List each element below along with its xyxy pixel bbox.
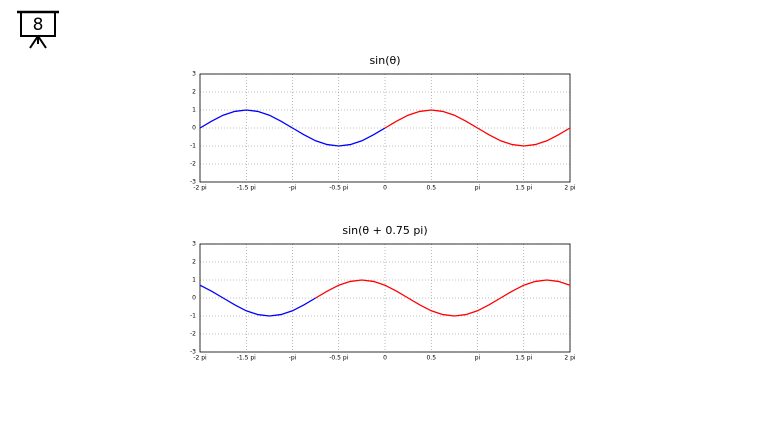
y-tick-label: 2 [192, 89, 196, 96]
y-tick-label: -3 [190, 179, 196, 186]
y-tick-label: 3 [192, 71, 196, 78]
y-tick-label: -1 [190, 313, 196, 320]
y-tick-label: 1 [192, 277, 196, 284]
line-series [384, 109, 571, 147]
slide-number-icon [17, 10, 59, 49]
x-tick-label: 2 pi [564, 185, 576, 192]
x-tick-label: pi [475, 185, 481, 192]
x-tick-label: -2 pi [193, 185, 207, 192]
x-tick-label: -2 pi [193, 355, 207, 362]
line-series [315, 279, 571, 317]
y-tick-label: -2 [190, 161, 196, 168]
x-tick-label: 1.5 pi [515, 355, 532, 362]
y-tick-label: -2 [190, 331, 196, 338]
x-tick-label: -1.5 pi [237, 355, 256, 362]
slide-number: 8 [33, 15, 44, 35]
y-tick-label: 0 [192, 295, 196, 302]
y-tick-label: 2 [192, 259, 196, 266]
x-tick-label: -0.5 pi [329, 185, 348, 192]
x-tick-label: -pi [289, 355, 297, 362]
x-tick-label: 0.5 [426, 185, 436, 192]
line-series [199, 109, 386, 147]
x-tick-label: pi [475, 355, 481, 362]
x-tick-label: 0.5 [426, 355, 436, 362]
y-tick-label: -1 [190, 143, 196, 150]
y-tick-label: -3 [190, 349, 196, 356]
x-tick-label: -pi [289, 185, 297, 192]
y-tick-label: 3 [192, 241, 196, 248]
chart-title: sin(θ + 0.75 pi) [342, 224, 427, 237]
x-tick-label: -0.5 pi [329, 355, 348, 362]
chart-title: sin(θ) [369, 54, 400, 67]
y-tick-label: 0 [192, 125, 196, 132]
x-tick-label: 1.5 pi [515, 185, 532, 192]
x-tick-label: 2 pi [564, 355, 576, 362]
y-tick-label: 1 [192, 107, 196, 114]
plot-frame [199, 243, 571, 353]
line-series [199, 284, 316, 317]
x-tick-label: 0 [383, 185, 387, 192]
x-tick-label: 0 [383, 355, 387, 362]
x-tick-label: -1.5 pi [237, 185, 256, 192]
